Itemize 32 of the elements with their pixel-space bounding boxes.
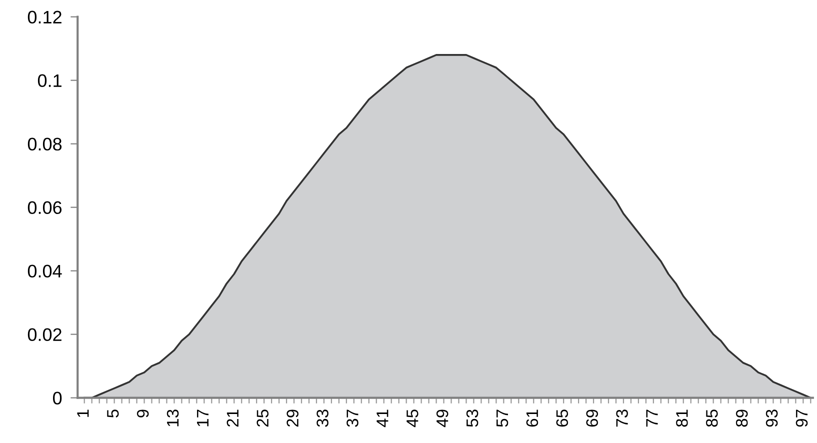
y-tick-label: 0.12 bbox=[28, 10, 62, 24]
x-tick-label: 25 bbox=[256, 410, 269, 427]
y-tick-label: 0.1 bbox=[38, 74, 62, 88]
x-tick-label: 89 bbox=[736, 410, 748, 427]
x-tick-label: 81 bbox=[676, 410, 688, 427]
x-tick-label: 65 bbox=[556, 410, 568, 427]
x-tick-label: 57 bbox=[496, 410, 508, 427]
x-tick-label: 29 bbox=[286, 410, 298, 427]
y-tick-label: 0.02 bbox=[28, 328, 62, 342]
x-tick-label: 13 bbox=[166, 410, 179, 426]
x-tick-label: 53 bbox=[466, 410, 478, 427]
x-tick-label: 45 bbox=[406, 410, 418, 428]
x-tick-label: 69 bbox=[586, 410, 598, 427]
x-tick-label: 49 bbox=[436, 410, 448, 428]
y-tick-label: 0.08 bbox=[28, 138, 62, 151]
y-tick-label: 0.04 bbox=[28, 264, 62, 278]
x-tick-label: 1 bbox=[77, 410, 89, 417]
y-tick-label: 0.06 bbox=[28, 201, 62, 214]
x-tick-label: 93 bbox=[766, 410, 778, 427]
y-tick-label: 0 bbox=[53, 392, 62, 405]
x-tick-label: 17 bbox=[197, 410, 208, 426]
x-tick-label: 77 bbox=[646, 410, 658, 427]
x-tick-label: 41 bbox=[376, 410, 388, 428]
x-tick-label: 9 bbox=[136, 410, 149, 418]
x-tick-label: 21 bbox=[226, 410, 238, 427]
x-tick-label: 33 bbox=[316, 410, 328, 427]
x-tick-label: 61 bbox=[526, 410, 538, 427]
x-tick-label: 97 bbox=[796, 410, 808, 427]
x-tick-label: 5 bbox=[107, 410, 119, 418]
x-tick-label: 85 bbox=[706, 410, 718, 427]
x-tick-label: 73 bbox=[616, 410, 628, 427]
x-tick-label: 37 bbox=[346, 410, 358, 427]
